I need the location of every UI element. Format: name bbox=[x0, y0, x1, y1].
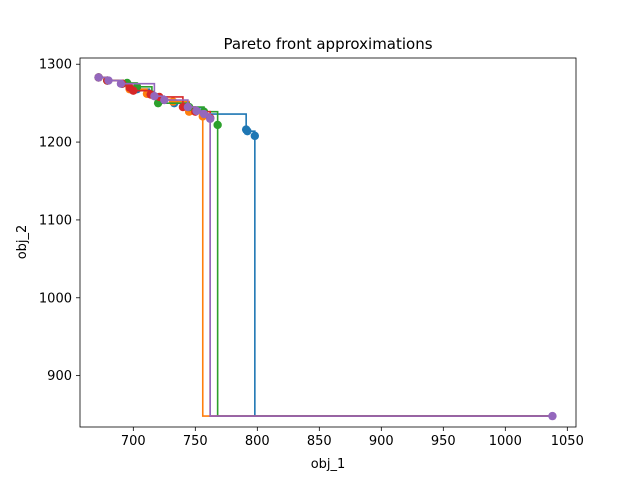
series-5-point bbox=[183, 102, 193, 112]
series-5-point bbox=[94, 73, 103, 82]
y-tick-label: 1200 bbox=[39, 136, 72, 151]
x-tick-label: 700 bbox=[121, 434, 146, 449]
series-1-point bbox=[243, 126, 252, 136]
x-tick-label: 800 bbox=[245, 434, 270, 449]
series-4-point bbox=[129, 86, 138, 95]
series-5-point bbox=[104, 76, 113, 85]
series-5-point bbox=[150, 91, 159, 101]
plot-area bbox=[80, 58, 576, 427]
series-5-point bbox=[206, 114, 215, 123]
plot-frame bbox=[79, 57, 577, 428]
x-tick-label: 750 bbox=[183, 434, 208, 449]
y-axis-title: obj_2 bbox=[15, 225, 30, 260]
x-tick-label: 1050 bbox=[551, 434, 584, 449]
series-3-point bbox=[213, 120, 222, 130]
x-tick-label: 900 bbox=[369, 434, 394, 449]
x-axis: 700 750 800 850 900 950 1000 1050 bbox=[121, 427, 584, 449]
series-2-point bbox=[168, 97, 178, 106]
series-1-point bbox=[250, 131, 260, 141]
y-tick-label: 1000 bbox=[39, 291, 72, 306]
chart-title: Pareto front approximations bbox=[223, 35, 432, 53]
x-tick-label: 1000 bbox=[489, 434, 522, 449]
x-tick-label: 850 bbox=[307, 434, 332, 449]
y-tick-label: 1300 bbox=[39, 58, 72, 73]
series-layer bbox=[94, 73, 557, 421]
series-5-point bbox=[160, 95, 169, 105]
reference-point bbox=[548, 411, 557, 421]
x-axis-title: obj_1 bbox=[311, 457, 346, 472]
y-tick-label: 900 bbox=[47, 369, 72, 384]
series-5-point bbox=[116, 79, 126, 88]
x-tick-label: 950 bbox=[431, 434, 456, 449]
series-5-point bbox=[192, 106, 201, 116]
y-tick-label: 1100 bbox=[39, 213, 72, 228]
y-axis: 900 1000 1100 1200 1300 bbox=[39, 58, 80, 384]
series-3-point bbox=[153, 98, 163, 108]
series-5-point bbox=[199, 109, 209, 119]
series-5 bbox=[94, 73, 553, 417]
